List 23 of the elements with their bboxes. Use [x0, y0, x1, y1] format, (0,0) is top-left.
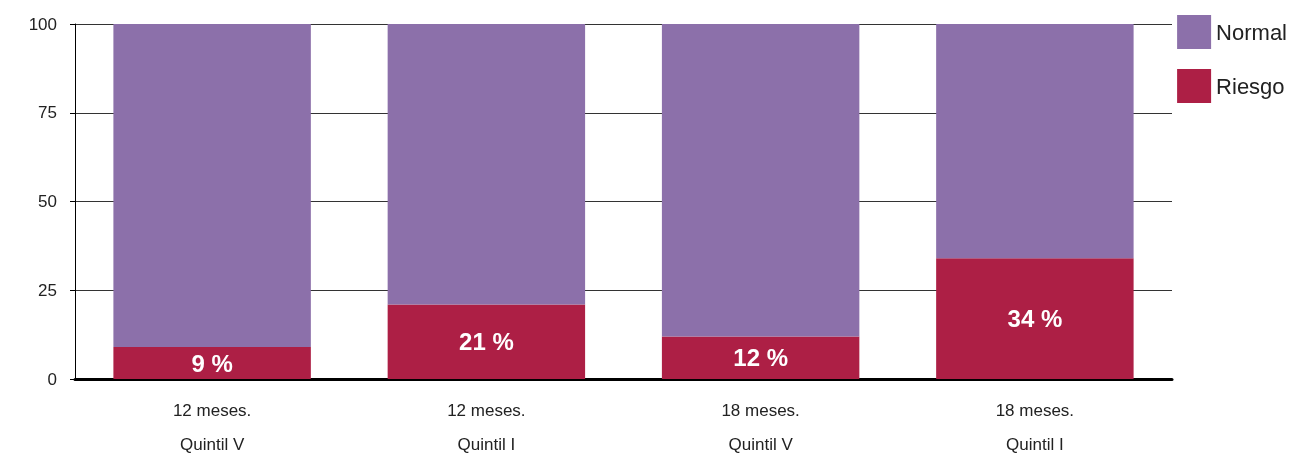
bar: [936, 258, 1134, 379]
bar: [387, 304, 586, 379]
x-tick-label: 18 meses. Quintil V: [721, 400, 800, 454]
y-tick-label: 50: [38, 192, 57, 211]
bar: [661, 336, 860, 379]
y-tick-label: 75: [38, 103, 57, 123]
y-tick-label: 0: [47, 369, 57, 389]
legend-label: Normal: [1216, 19, 1288, 45]
y-tick-label: 100: [28, 14, 57, 34]
data-label: 9 %: [191, 349, 233, 377]
data-label: 34 %: [1007, 305, 1063, 333]
bar: [661, 24, 860, 337]
bar: [113, 24, 311, 348]
y-tick-label: 25: [38, 280, 57, 300]
bar: [936, 24, 1134, 259]
data-label: 12 %: [733, 344, 788, 372]
legend-label: Riesgo: [1216, 73, 1285, 99]
data-label: 21 %: [459, 328, 514, 356]
bar: [387, 24, 586, 305]
x-tick-label: 18 meses. Quintil I: [995, 400, 1075, 454]
bar: [113, 347, 311, 379]
x-tick-label: 12 meses. Quintil V: [172, 400, 252, 454]
x-tick-label: 12 meses. Quintil I: [447, 400, 526, 454]
